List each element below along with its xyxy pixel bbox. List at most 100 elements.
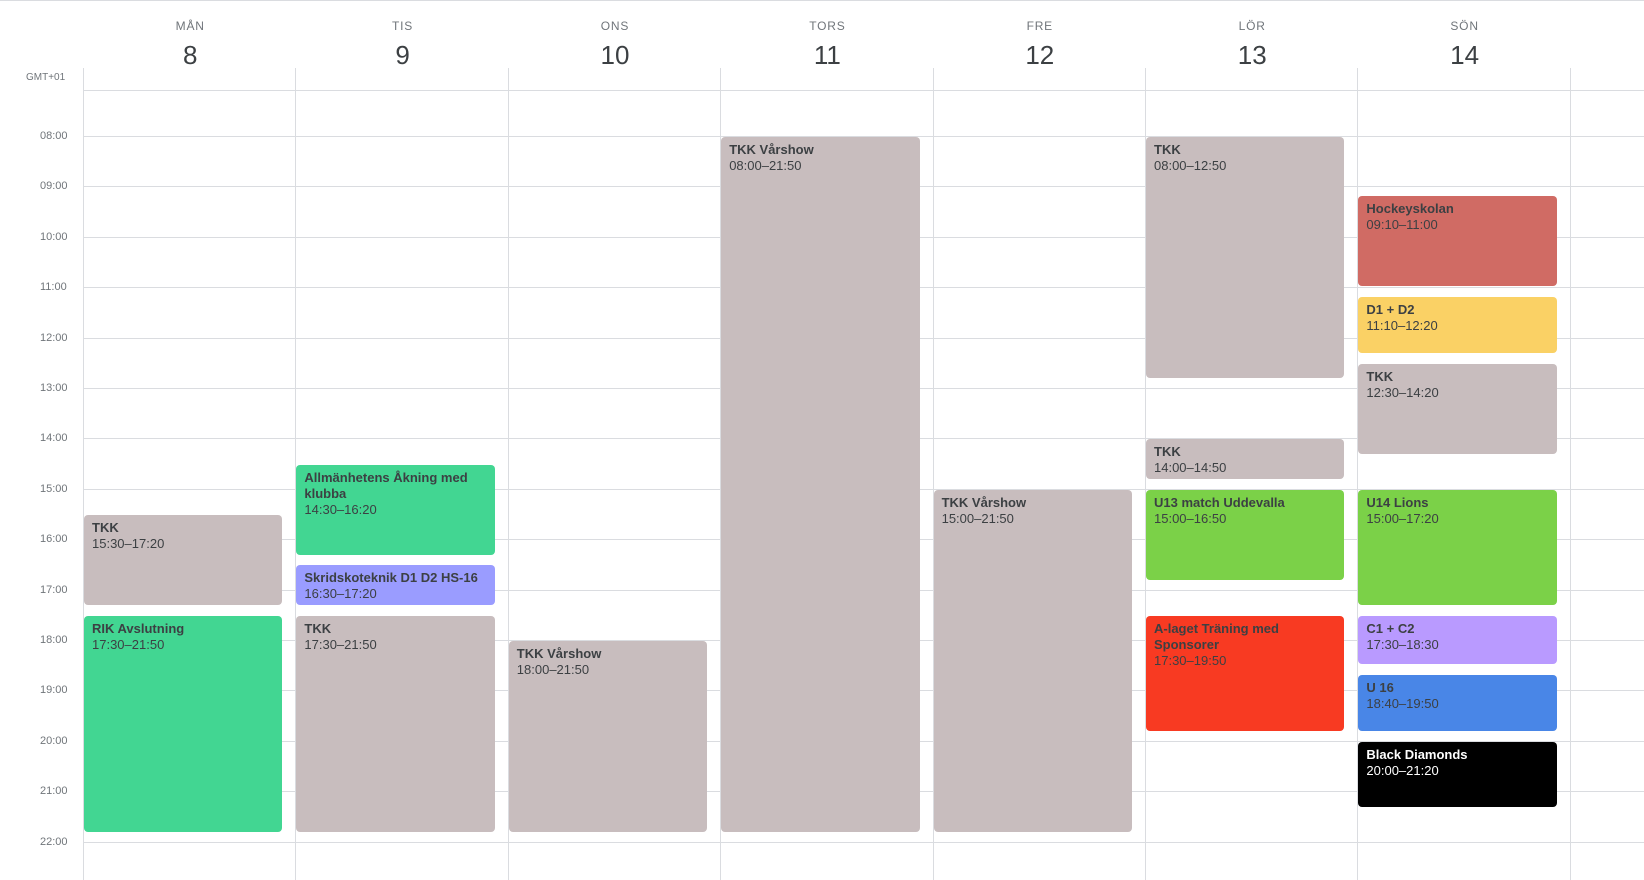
event-time: 14:30–16:20 [304,501,377,517]
event-time: 16:30–17:20 [304,586,377,602]
calendar-event[interactable]: TKK Vårshow 08:00–21:50 [721,137,920,833]
day-header[interactable]: ONS 10 [509,0,721,90]
day-name: TORS [809,19,846,33]
event-time: 17:30–21:50 [304,636,377,652]
hour-label: 11:00 [40,281,67,294]
day-number[interactable]: 8 [182,40,198,70]
day-name: MÅN [175,19,205,33]
event-title: TKK Vårshow [729,142,814,157]
column-divider [1145,68,1146,880]
hour-label: 14:00 [40,432,68,445]
hour-label: 20:00 [40,734,68,747]
column-divider [1357,68,1359,880]
day-name: FRE [1026,19,1053,33]
event-time: 17:30–21:50 [92,636,165,652]
event-time: 08:00–12:50 [1154,158,1227,173]
day-header[interactable]: TORS 11 [721,0,933,90]
calendar-event[interactable]: TKK 17:30–21:50 [296,615,495,833]
day-header[interactable]: FRE 12 [934,0,1146,90]
event-time: 17:30–18:30 [1366,636,1439,652]
column-divider [507,68,509,880]
event-time: 18:40–19:50 [1366,695,1439,711]
calendar-event[interactable]: D1 + D2 11:10–12:20 [1358,296,1557,354]
event-time: 08:00–21:50 [729,158,802,173]
event-title: TKK [1154,444,1181,460]
day-number[interactable]: 13 [1237,40,1267,70]
event-time: 18:00–21:50 [516,662,590,677]
calendar-event[interactable]: TKK 15:30–17:20 [84,515,283,606]
event-title: TKK [92,520,119,535]
calendar-event[interactable]: TKK Vårshow 15:00–21:50 [933,489,1132,833]
hour-label: 08:00 [40,130,68,142]
day-number[interactable]: 10 [600,40,630,70]
day-number[interactable]: 12 [1025,40,1055,70]
column-divider [295,68,297,880]
event-time: 15:00–16:50 [1154,510,1227,526]
calendar-event[interactable]: Hockeyskolan 09:10–11:00 [1358,195,1557,287]
event-title: TKK Vårshow [941,494,1027,510]
event-title: TKK Vårshow [516,646,602,661]
event-title: RIK Avslutning [92,620,185,636]
event-time: 15:30–17:20 [92,536,165,551]
hour-line [84,136,1644,137]
header-divider [84,90,1644,91]
calendar-event[interactable]: U13 match Uddevalla 15:00–16:50 [1146,489,1345,581]
hour-label: 21:00 [40,785,68,798]
calendar-event[interactable]: TKK 12:30–14:20 [1358,363,1557,455]
day-name: ONS [600,19,630,33]
column-divider [932,68,934,880]
calendar-event[interactable]: C1 + C2 17:30–18:30 [1358,615,1557,665]
event-time: 11:10–12:20 [1366,317,1438,333]
event-title: A-laget Träning med Sponsorer [1154,620,1279,652]
event-title: U 16 [1366,679,1394,695]
calendar-event[interactable]: TKK 08:00–12:50 [1146,137,1345,379]
event-title: TKK [1366,368,1394,384]
column-divider [1569,68,1571,880]
hour-label: 16:00 [40,533,68,546]
calendar-event[interactable]: TKK Vårshow 18:00–21:50 [508,641,708,833]
hour-label: 10:00 [40,230,68,243]
event-title: C1 + C2 [1366,620,1415,636]
hour-line [84,841,1644,843]
event-time: 17:30–19:50 [1154,652,1227,668]
calendar-event[interactable]: Skridskoteknik D1 D2 HS-16 16:30–17:20 [296,565,495,606]
day-header[interactable]: LÖR 13 [1146,0,1358,90]
event-title: D1 + D2 [1366,301,1415,317]
event-title: TKK [1154,142,1181,157]
timezone-label: GMT+01 [26,72,66,83]
hour-label: 15:00 [40,482,68,495]
event-title: Skridskoteknik D1 D2 HS-16 [304,570,478,586]
calendar-event[interactable]: Allmänhetens Åkning med klubba 14:30–16:2… [296,464,495,555]
event-time: 20:00–21:20 [1366,762,1439,778]
hour-label: 13:00 [40,382,68,394]
day-header[interactable]: TIS 9 [296,0,508,90]
event-time: 09:10–11:00 [1366,216,1438,232]
event-title: TKK [304,620,332,636]
hour-label: 18:00 [40,634,68,646]
calendar-event[interactable]: A-laget Träning med Sponsorer 17:30–19:50 [1146,615,1345,732]
hour-label: 22:00 [40,835,68,848]
day-number[interactable]: 11 [813,40,841,70]
event-time: 15:00–17:20 [1366,510,1439,526]
event-time: 12:30–14:20 [1366,384,1439,400]
event-time: 14:00–14:50 [1154,460,1227,476]
hour-label: 17:00 [40,583,68,596]
day-header[interactable]: SÖN 14 [1358,0,1570,90]
calendar-event[interactable]: U 16 18:40–19:50 [1358,674,1557,732]
hour-label: 09:00 [40,180,68,193]
calendar-event[interactable]: U14 Lions 15:00–17:20 [1358,489,1557,606]
hour-label: 19:00 [40,684,68,697]
column-divider [720,68,722,880]
event-time: 15:00–21:50 [941,510,1014,526]
day-header[interactable]: MÅN 8 [84,0,296,90]
calendar-event[interactable]: TKK 14:00–14:50 [1146,439,1345,480]
calendar-event[interactable]: RIK Avslutning 17:30–21:50 [84,615,283,833]
day-number[interactable]: 14 [1450,40,1480,70]
top-border [0,0,1644,1]
event-title: Allmänhetens Åkning med klubba [304,469,468,501]
hour-label: 12:00 [40,331,68,344]
event-title: U13 match Uddevalla [1154,494,1285,510]
calendar-event[interactable]: Black Diamonds 20:00–21:20 [1358,741,1557,807]
day-number[interactable]: 9 [395,40,410,70]
